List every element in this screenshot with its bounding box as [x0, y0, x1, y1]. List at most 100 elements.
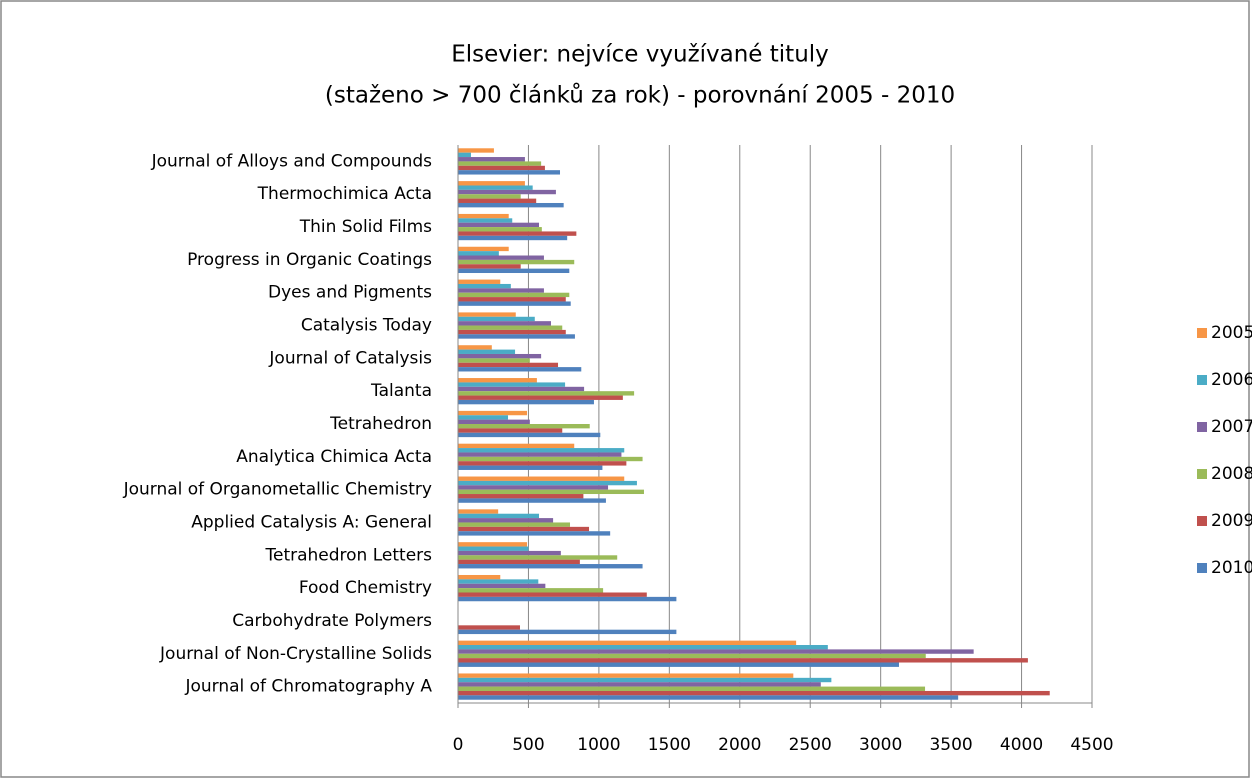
y-tick-label: Tetrahedron	[329, 414, 432, 434]
bar	[458, 279, 501, 284]
bar	[458, 489, 644, 495]
bar	[458, 419, 530, 424]
bar	[458, 596, 677, 602]
bar	[458, 231, 577, 236]
y-tick-label: Catalysis Today	[301, 316, 432, 336]
x-tick-label: 4000	[1000, 735, 1043, 755]
legend-label: 2005	[1211, 323, 1252, 343]
bar	[458, 461, 627, 466]
bar	[458, 358, 530, 363]
y-tick-label: Journal of Alloys and Compounds	[151, 151, 433, 171]
legend-swatch	[1197, 469, 1207, 479]
bar	[458, 329, 566, 335]
bar	[458, 480, 637, 486]
bar	[458, 629, 677, 635]
x-tick-label: 1500	[648, 735, 691, 755]
legend-label: 2010	[1211, 558, 1252, 578]
x-tick-label: 3500	[929, 735, 972, 755]
y-tick-label: Progress in Organic Coatings	[187, 250, 432, 270]
bar	[458, 513, 540, 519]
y-tick-label: Journal of Organometallic Chemistry	[123, 480, 432, 500]
x-tick-label: 3000	[859, 735, 902, 755]
bar	[458, 202, 564, 208]
bar	[458, 686, 926, 691]
bar	[458, 235, 568, 241]
x-tick-label: 1000	[577, 735, 620, 755]
bar	[458, 386, 585, 392]
bar	[458, 382, 566, 387]
bar	[458, 353, 542, 359]
bar	[458, 222, 540, 228]
bar	[458, 494, 584, 499]
bar	[458, 345, 492, 350]
bar	[458, 399, 594, 405]
bar	[458, 292, 570, 298]
bar	[458, 658, 1028, 663]
bar	[458, 148, 494, 153]
bar	[458, 218, 513, 223]
bar	[458, 682, 821, 687]
bar	[458, 640, 797, 646]
bar	[458, 542, 528, 547]
x-tick-label: 2500	[789, 735, 832, 755]
bar	[458, 428, 563, 433]
y-tick-label: Talanta	[370, 381, 432, 401]
bar	[458, 579, 539, 584]
bar	[458, 443, 575, 449]
bar	[458, 198, 537, 203]
bar	[458, 181, 525, 186]
x-tick-label: 2000	[718, 735, 761, 755]
bar	[458, 531, 611, 536]
bar	[458, 673, 794, 678]
bar	[458, 251, 499, 256]
bar	[458, 334, 575, 339]
bar	[458, 288, 544, 293]
chart-title: Elsevier: nejvíce využívané tituly	[451, 42, 829, 68]
bar	[458, 316, 535, 322]
bar	[458, 690, 1050, 696]
bar	[458, 157, 525, 162]
bar	[458, 559, 580, 565]
bar	[458, 653, 926, 659]
bar	[458, 526, 590, 532]
bar	[458, 588, 604, 593]
legend-label: 2007	[1211, 417, 1252, 437]
bar	[458, 476, 625, 481]
bar	[458, 362, 559, 368]
bar	[458, 185, 533, 190]
bar	[458, 165, 545, 171]
legend-label: 2008	[1211, 464, 1252, 484]
bar	[458, 312, 516, 317]
bar	[458, 555, 618, 560]
bar	[458, 695, 959, 700]
bar	[458, 259, 575, 265]
legend-label: 2009	[1211, 511, 1252, 531]
y-tick-label: Applied Catalysis A: General	[191, 512, 432, 532]
bar	[458, 410, 528, 416]
legend-label: 2006	[1211, 370, 1252, 390]
legend-swatch	[1197, 375, 1207, 385]
bar	[458, 227, 542, 232]
y-tick-label: Journal of Catalysis	[268, 348, 432, 368]
y-tick-label: Carbohydrate Polymers	[232, 611, 432, 631]
bar	[458, 161, 542, 166]
bar	[458, 456, 643, 462]
bar	[458, 546, 529, 551]
bar	[458, 498, 606, 503]
bar	[458, 301, 571, 306]
bar	[458, 395, 623, 400]
bar	[458, 522, 571, 527]
bar	[458, 264, 521, 269]
bar	[458, 564, 643, 569]
bar	[458, 189, 556, 195]
bar	[458, 485, 609, 490]
bar	[458, 378, 537, 383]
legend-swatch	[1197, 563, 1207, 573]
bar	[458, 152, 471, 158]
bar	[458, 583, 546, 589]
bar	[458, 424, 590, 429]
bar	[458, 677, 832, 683]
y-tick-label: Analytica Chimica Acta	[236, 447, 432, 467]
x-tick-label: 500	[512, 735, 544, 755]
